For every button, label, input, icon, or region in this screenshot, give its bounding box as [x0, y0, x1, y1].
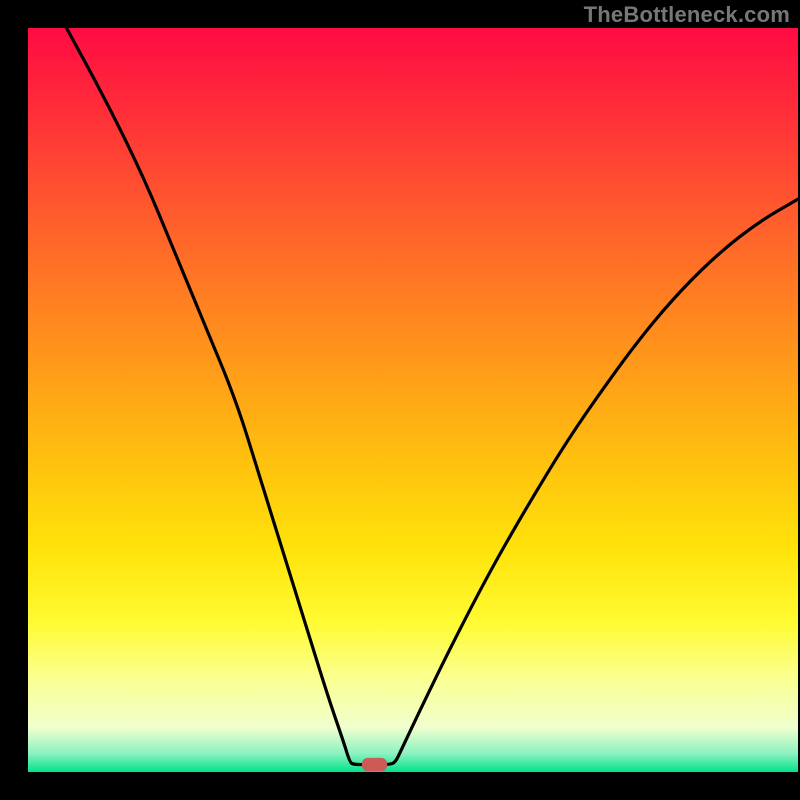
- optimal-marker: [362, 758, 387, 771]
- bottleneck-chart: TheBottleneck.com: [0, 0, 800, 800]
- watermark-text: TheBottleneck.com: [584, 2, 790, 28]
- chart-svg: [0, 0, 800, 800]
- plot-background: [28, 28, 798, 772]
